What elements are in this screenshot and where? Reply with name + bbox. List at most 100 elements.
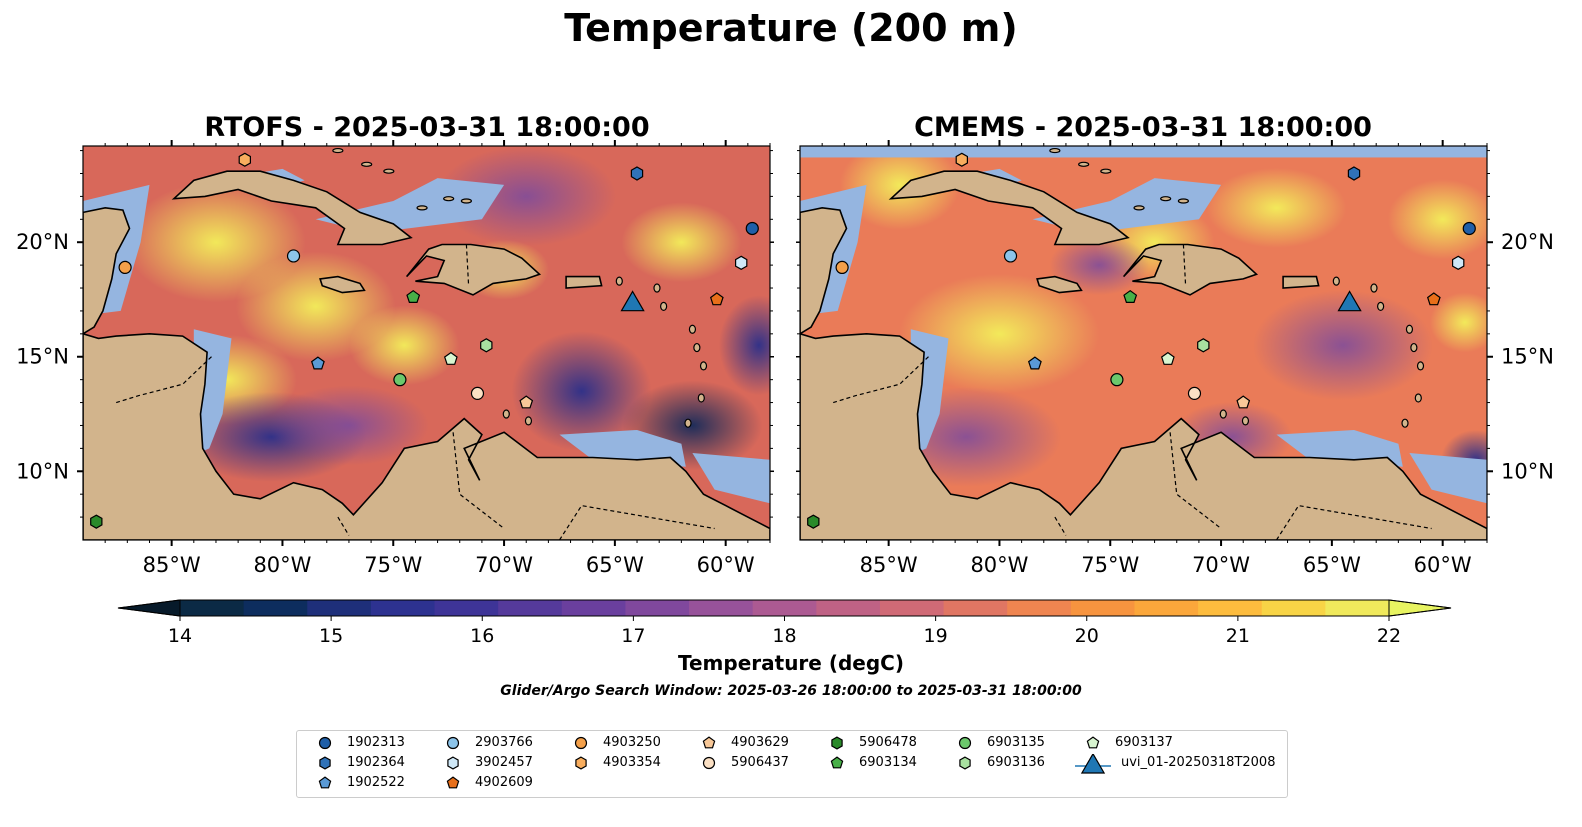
- lon-tick-label: 85°W: [860, 553, 918, 577]
- colorbar-tick-label: 15: [319, 625, 344, 647]
- lat-tick-label: 20°N: [1501, 230, 1554, 254]
- float-marker-uvi_01-20250318T2008: [1337, 290, 1362, 312]
- colorbar-tick-label: 14: [167, 625, 193, 647]
- legend-marker: [831, 736, 843, 750]
- hexagon-marker-icon: [831, 736, 843, 750]
- float-marker-2903766: [286, 249, 301, 263]
- figure-title: Temperature (200 m): [564, 6, 1018, 50]
- lon-tick-label: 65°W: [1303, 553, 1361, 577]
- panel-title-rtofs: RTOFS - 2025-03-31 18:00:00: [204, 112, 650, 143]
- float-marker-4903629: [519, 395, 534, 409]
- float-marker-4903629: [1236, 395, 1251, 409]
- float-marker-1902364: [1347, 166, 1361, 181]
- lon-tick-label: 65°W: [586, 553, 644, 577]
- lat-tick-label: 15°N: [16, 345, 69, 369]
- legend-marker: [702, 756, 716, 770]
- legend-label: 6903134: [859, 755, 917, 770]
- legend-label: 4902609: [475, 775, 533, 790]
- float-marker-6903134: [406, 289, 421, 303]
- float-marker-1902313: [745, 221, 759, 236]
- legend-label: 5906478: [859, 735, 917, 750]
- float-marker-5906478: [90, 514, 103, 529]
- float-marker-4903354: [955, 152, 969, 167]
- legend-marker: [958, 736, 972, 750]
- triangle-marker-icon: [1075, 754, 1111, 774]
- float-marker-2903766: [1003, 249, 1018, 263]
- map-panel-cmems: [800, 146, 1487, 540]
- hexagon-marker-icon: [959, 756, 971, 770]
- float-marker-4903354: [238, 152, 251, 167]
- pentagon-marker-icon: [318, 776, 332, 789]
- lat-tick-label: 10°N: [1501, 459, 1554, 483]
- legend-marker: [1086, 736, 1100, 749]
- legend-label: 1902313: [347, 735, 405, 750]
- legend-label: 6903137: [1115, 735, 1173, 750]
- legend-marker: [319, 756, 331, 770]
- float-marker-6903136: [1197, 338, 1210, 353]
- search-window-note: Glider/Argo Search Window: 2025-03-26 18…: [500, 683, 1082, 699]
- float-marker-6903135: [1110, 373, 1124, 387]
- pentagon-marker-icon: [702, 736, 716, 749]
- colorbar-over-arrow: [1388, 599, 1452, 617]
- colorbar-tick-label: 20: [1074, 625, 1099, 647]
- legend-label: 6903135: [987, 735, 1045, 750]
- circle-marker-icon: [318, 736, 332, 750]
- legend-marker: [446, 736, 460, 750]
- hexagon-marker-icon: [575, 756, 587, 770]
- colorbar-tick-label: 22: [1376, 625, 1402, 647]
- legend-marker: [447, 756, 459, 770]
- colorbar-tick-label: 18: [772, 625, 797, 647]
- lon-tick-label: 80°W: [253, 553, 311, 577]
- float-marker-1902522: [310, 356, 325, 370]
- legend-marker: [318, 776, 332, 789]
- legend-label: 1902364: [347, 755, 405, 770]
- legend-marker: [446, 776, 460, 789]
- colorbar-under-arrow: [117, 599, 181, 617]
- pentagon-marker-icon: [1086, 736, 1100, 749]
- legend: 1902313 1902364 1902522 2903766 3902457 49026…: [296, 730, 1288, 798]
- float-marker-1902364: [630, 166, 644, 181]
- hexagon-marker-icon: [319, 756, 331, 770]
- legend-marker: [959, 756, 971, 770]
- float-marker-4902609: [709, 292, 724, 306]
- circle-marker-icon: [702, 756, 716, 770]
- colorbar-tick-label: 17: [621, 625, 646, 647]
- pentagon-marker-icon: [830, 756, 844, 769]
- legend-marker: [1080, 754, 1106, 774]
- map-figure: 85°W 80°W 75°W 70°W 65°W 60°W 20°N 15°N 10°N 85°W…: [16, 140, 1554, 577]
- float-marker-1902522: [1027, 356, 1042, 370]
- float-marker-4903250: [835, 260, 849, 275]
- lon-tick-label: 75°W: [364, 553, 422, 577]
- colorbar-tick-label: 21: [1225, 625, 1250, 647]
- colorbar: [117, 599, 1452, 621]
- colorbar-label: Temperature (degC): [678, 651, 904, 675]
- lon-tick-label: 60°W: [1414, 553, 1472, 577]
- legend-label: 4903629: [731, 735, 789, 750]
- float-marker-uvi_01-20250318T2008: [620, 290, 645, 312]
- colorbar-tick-label: 19: [923, 625, 948, 647]
- lon-tick-label: 80°W: [970, 553, 1028, 577]
- float-marker-5906478: [807, 514, 820, 529]
- float-marker-5906437: [1187, 386, 1202, 400]
- legend-marker: [574, 736, 588, 750]
- legend-label: 2903766: [475, 735, 533, 750]
- float-marker-4902609: [1426, 292, 1441, 306]
- float-marker-6903137: [1160, 351, 1175, 365]
- legend-marker: [318, 736, 332, 750]
- legend-label: 3902457: [475, 755, 533, 770]
- float-marker-3902457: [734, 255, 748, 270]
- float-marker-1902313: [1462, 221, 1476, 236]
- legend-label: 4903250: [603, 735, 661, 750]
- legend-marker: [575, 756, 587, 770]
- lon-tick-label: 75°W: [1081, 553, 1139, 577]
- legend-label: 1902522: [347, 775, 405, 790]
- circle-marker-icon: [574, 736, 588, 750]
- float-marker-5906437: [470, 386, 485, 400]
- float-marker-6903137: [443, 351, 458, 365]
- legend-marker: [702, 736, 716, 749]
- float-marker-3902457: [1451, 255, 1465, 270]
- hexagon-marker-icon: [447, 756, 459, 770]
- legend-label: 6903136: [987, 755, 1045, 770]
- lon-tick-label: 70°W: [1192, 553, 1250, 577]
- circle-marker-icon: [446, 736, 460, 750]
